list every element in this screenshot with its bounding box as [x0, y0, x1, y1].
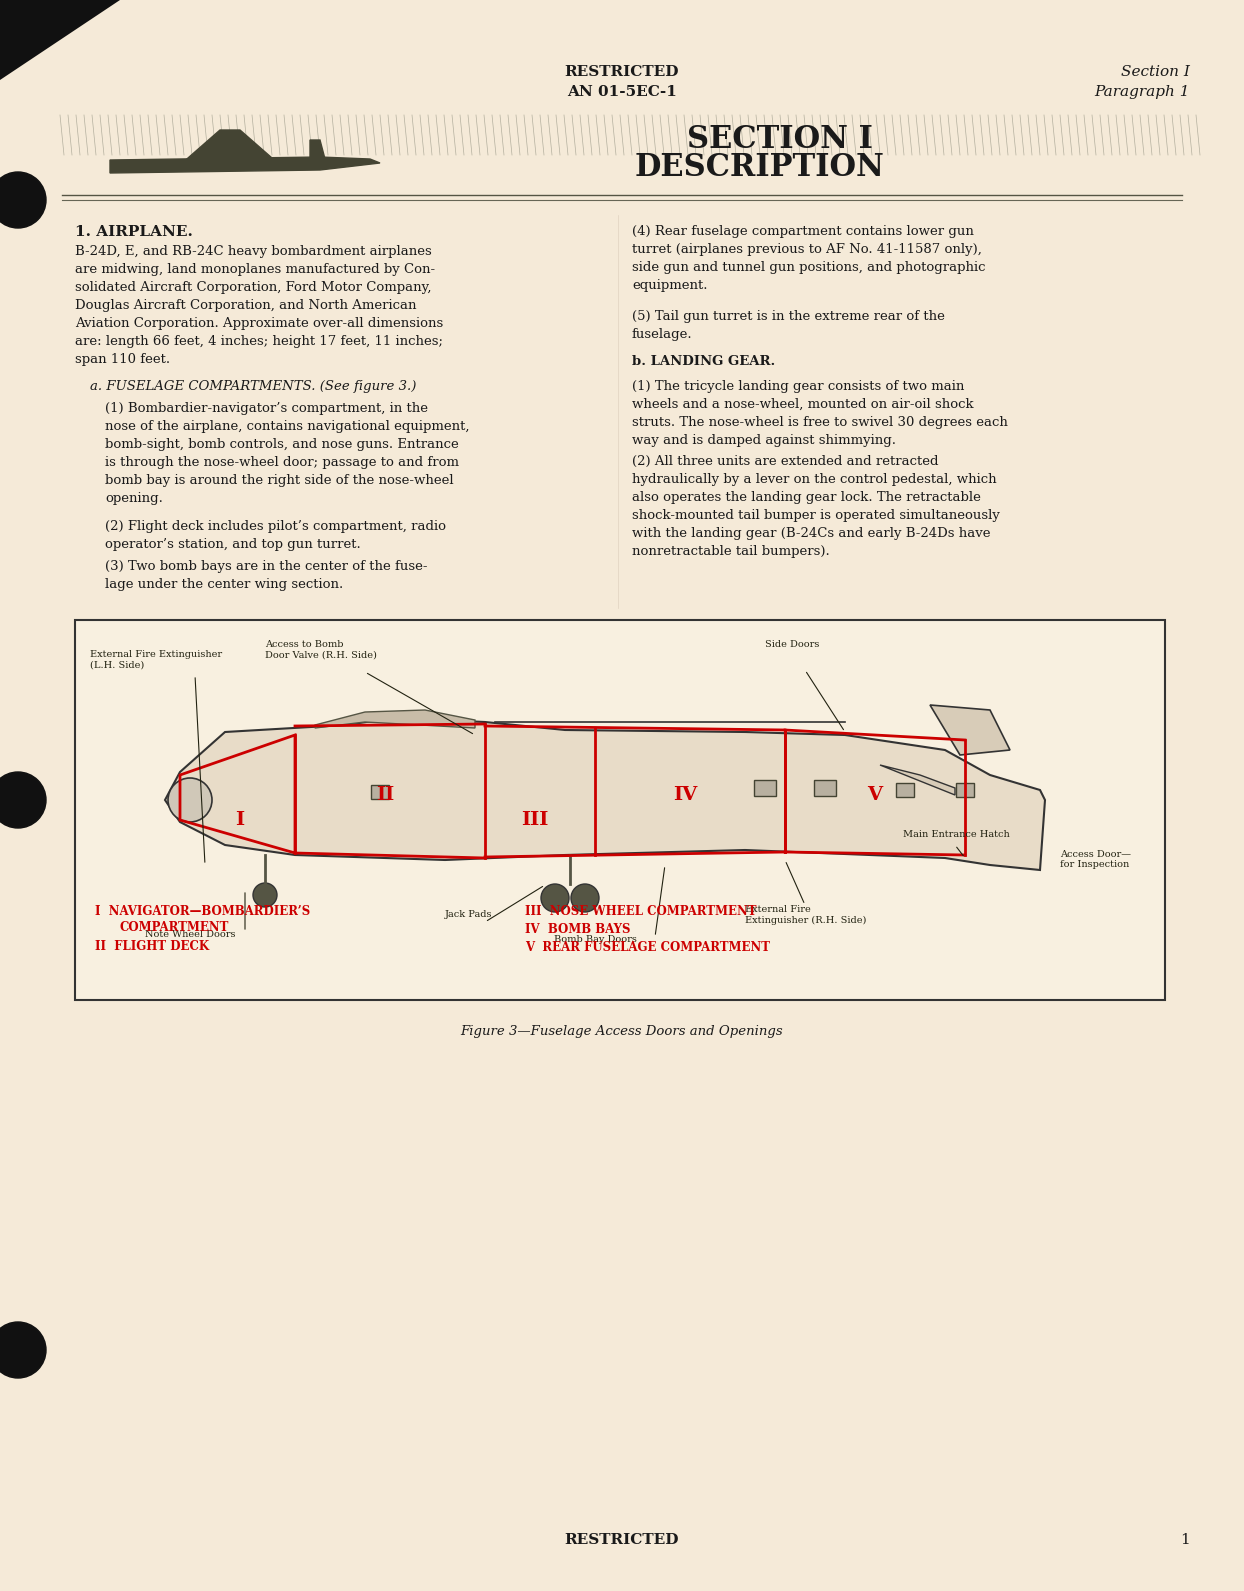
- Text: (4) Rear fuselage compartment contains lower gun
turret (airplanes previous to A: (4) Rear fuselage compartment contains l…: [632, 224, 985, 293]
- Text: COMPARTMENT: COMPARTMENT: [119, 921, 229, 934]
- Circle shape: [0, 1322, 46, 1378]
- Text: Paragraph 1: Paragraph 1: [1095, 84, 1191, 99]
- Text: b. LANDING GEAR.: b. LANDING GEAR.: [632, 355, 775, 368]
- Text: Bomb Bay Doors: Bomb Bay Doors: [554, 936, 637, 943]
- Text: III  NOSE WHEEL COMPARTMENT: III NOSE WHEEL COMPARTMENT: [525, 905, 756, 918]
- Text: V: V: [867, 786, 882, 803]
- Text: III: III: [521, 811, 549, 829]
- Text: External Fire Extinguisher
(L.H. Side): External Fire Extinguisher (L.H. Side): [90, 651, 223, 670]
- Circle shape: [253, 883, 277, 907]
- Text: (5) Tail gun turret is in the extreme rear of the
fuselage.: (5) Tail gun turret is in the extreme re…: [632, 310, 945, 340]
- Text: Main Entrance Hatch: Main Entrance Hatch: [903, 831, 1010, 838]
- Text: 1: 1: [1181, 1534, 1191, 1546]
- Text: Figure 3—Fuselage Access Doors and Openings: Figure 3—Fuselage Access Doors and Openi…: [460, 1025, 784, 1037]
- Text: Access Door—
for Inspection: Access Door— for Inspection: [1060, 850, 1131, 869]
- Text: IV: IV: [673, 786, 697, 803]
- Text: AN 01-5EC-1: AN 01-5EC-1: [567, 84, 677, 99]
- Text: (1) The tricycle landing gear consists of two main
wheels and a nose-wheel, moun: (1) The tricycle landing gear consists o…: [632, 380, 1008, 447]
- Circle shape: [541, 885, 569, 912]
- Circle shape: [168, 778, 211, 823]
- Text: 1. AIRPLANE.: 1. AIRPLANE.: [75, 224, 193, 239]
- Text: I  NAVIGATOR—BOMBARDIER’S: I NAVIGATOR—BOMBARDIER’S: [95, 905, 310, 918]
- Polygon shape: [310, 140, 325, 159]
- Text: II: II: [376, 786, 394, 803]
- Bar: [955, 783, 974, 797]
- Text: IV  BOMB BAYS: IV BOMB BAYS: [525, 923, 631, 936]
- Polygon shape: [880, 765, 955, 796]
- Text: External Fire
Extinguisher (R.H. Side): External Fire Extinguisher (R.H. Side): [745, 905, 866, 924]
- Polygon shape: [931, 705, 1010, 756]
- Text: RESTRICTED: RESTRICTED: [565, 1534, 679, 1546]
- Bar: [75, 620, 1164, 1001]
- Text: SECTION I: SECTION I: [687, 124, 873, 156]
- Text: Side Doors: Side Doors: [765, 640, 820, 649]
- Polygon shape: [109, 158, 379, 173]
- Circle shape: [571, 885, 600, 912]
- Text: (3) Two bomb bays are in the center of the fuse-
lage under the center wing sect: (3) Two bomb bays are in the center of t…: [104, 560, 428, 590]
- Text: RESTRICTED: RESTRICTED: [565, 65, 679, 80]
- Polygon shape: [315, 710, 475, 729]
- Text: (2) All three units are extended and retracted
hydraulically by a lever on the c: (2) All three units are extended and ret…: [632, 455, 1000, 558]
- Polygon shape: [165, 718, 1045, 870]
- Text: II  FLIGHT DECK: II FLIGHT DECK: [95, 940, 209, 953]
- Circle shape: [0, 772, 46, 827]
- Bar: [896, 783, 914, 797]
- Bar: [754, 780, 776, 796]
- Text: DESCRIPTION: DESCRIPTION: [636, 153, 884, 183]
- Text: a. FUSELAGE COMPARTMENTS. (See figure 3.): a. FUSELAGE COMPARTMENTS. (See figure 3.…: [90, 380, 417, 393]
- Text: Access to Bomb
Door Valve (R.H. Side): Access to Bomb Door Valve (R.H. Side): [265, 640, 377, 659]
- Text: I: I: [235, 811, 245, 829]
- Bar: [814, 780, 836, 796]
- Circle shape: [0, 172, 46, 228]
- Bar: [371, 784, 389, 799]
- Text: Section I: Section I: [1121, 65, 1191, 80]
- Text: (1) Bombardier-navigator’s compartment, in the
nose of the airplane, contains na: (1) Bombardier-navigator’s compartment, …: [104, 403, 469, 504]
- Text: Note Wheel Doors: Note Wheel Doors: [146, 931, 235, 939]
- Text: B-24D, E, and RB-24C heavy bombardment airplanes
are midwing, land monoplanes ma: B-24D, E, and RB-24C heavy bombardment a…: [75, 245, 443, 366]
- Polygon shape: [180, 130, 280, 165]
- Text: (2) Flight deck includes pilot’s compartment, radio
operator’s station, and top : (2) Flight deck includes pilot’s compart…: [104, 520, 447, 550]
- Text: Jack Pads: Jack Pads: [445, 910, 493, 920]
- Text: V  REAR FUSELAGE COMPARTMENT: V REAR FUSELAGE COMPARTMENT: [525, 940, 770, 955]
- Polygon shape: [0, 0, 119, 80]
